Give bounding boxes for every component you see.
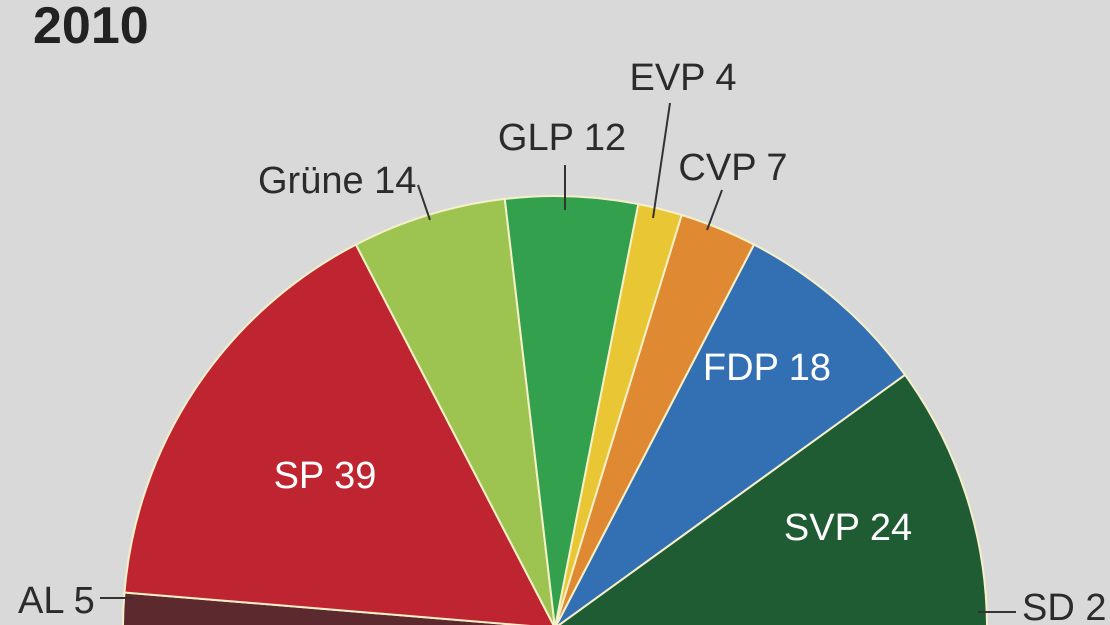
label-al: AL 5 <box>18 580 95 622</box>
label-evp: EVP 4 <box>629 57 736 99</box>
label-gr-ne: Grüne 14 <box>258 160 416 202</box>
chart-title: 2010 <box>33 0 149 55</box>
label-cvp: CVP 7 <box>678 147 787 189</box>
label-sp: SP 39 <box>274 455 377 497</box>
label-glp: GLP 12 <box>498 117 626 159</box>
label-fdp: FDP 18 <box>703 347 831 389</box>
slice-sp <box>123 243 555 625</box>
slice-svp <box>557 373 988 625</box>
slice-fdp <box>555 243 907 625</box>
leader-line-cvp <box>706 189 723 231</box>
leader-line-gr-ne <box>417 184 431 221</box>
label-sd: SD 2 <box>1022 587 1106 625</box>
label-svp: SVP 24 <box>784 507 912 549</box>
leader-line-evp <box>652 102 671 219</box>
